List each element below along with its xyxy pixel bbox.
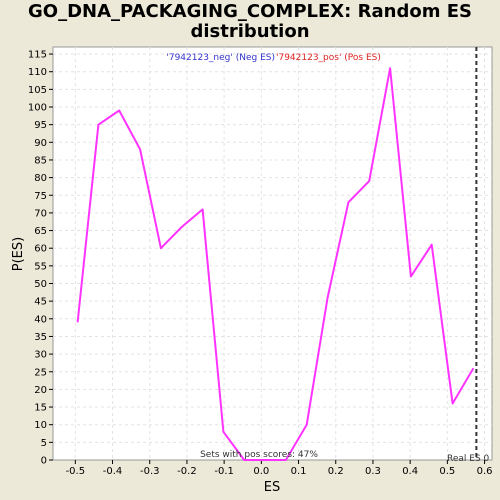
x-axis: -0.5 -0.4 -0.3 -0.2 -0.1 0.0 0.1 0.2 0.3 0.4 0.5 0.… [66, 460, 493, 477]
real-es-annotation: Real ES 0 [447, 454, 490, 464]
x-tick-label: -0.5 [66, 466, 86, 477]
y-axis-title: P(ES) [11, 237, 26, 271]
x-tick-label: 0.3 [365, 466, 381, 477]
chart-title: GO_DNA_PACKAGING_COMPLEX: Random ES dist… [0, 2, 500, 42]
y-tick-label: 25 [34, 367, 47, 378]
x-tick-label: -0.1 [214, 466, 234, 477]
series-layer [76, 67, 475, 461]
y-tick-label: 30 [34, 350, 47, 361]
x-tick-label: -0.4 [103, 466, 123, 477]
y-tick-label: 65 [34, 226, 47, 237]
x-tick-label: 0.1 [291, 466, 307, 477]
y-tick-label: 95 [34, 120, 47, 131]
plot-area [52, 46, 493, 461]
y-tick-label: 100 [28, 103, 47, 114]
legend-neg-label: '7942123_neg' (Neg ES) [166, 53, 275, 63]
y-axis: 0 5 10 15 20 25 30 35 40 45 50 55 60 65 70 75 80 85 90 95 10… [28, 50, 53, 467]
x-tick-label: -0.2 [177, 466, 197, 477]
y-tick-label: 110 [28, 67, 47, 78]
x-tick-label: 0.5 [439, 466, 455, 477]
x-tick-label: 0.0 [253, 466, 269, 477]
y-tick-label: 35 [34, 332, 47, 343]
y-tick-label: 0 [41, 456, 47, 467]
y-tick-label: 5 [41, 438, 47, 449]
y-tick-label: 80 [34, 173, 47, 184]
y-tick-label: 70 [34, 208, 47, 219]
y-tick-label: 50 [34, 279, 47, 290]
x-tick-label: 0.2 [328, 466, 344, 477]
y-tick-label: 60 [34, 244, 47, 255]
sets-annotation: Sets with pos scores: 47% [200, 450, 318, 460]
y-tick-label: 115 [28, 50, 47, 61]
x-tick-label: -0.3 [140, 466, 160, 477]
series-line [76, 67, 475, 461]
y-tick-label: 45 [34, 297, 47, 308]
y-tick-label: 20 [34, 385, 47, 396]
chart-title-line2: distribution [190, 21, 310, 42]
legend-pos-label: '7942123_pos' (Pos ES) [276, 53, 381, 63]
x-axis-title: ES [264, 480, 280, 495]
x-tick-label: 0.6 [477, 466, 493, 477]
y-tick-label: 40 [34, 314, 47, 325]
y-tick-label: 10 [34, 420, 47, 431]
y-tick-label: 85 [34, 155, 47, 166]
y-tick-label: 105 [28, 85, 47, 96]
y-tick-label: 90 [34, 138, 47, 149]
y-tick-label: 75 [34, 191, 47, 202]
x-tick-label: 0.4 [402, 466, 418, 477]
chart-title-line1: GO_DNA_PACKAGING_COMPLEX: Random ES [28, 1, 472, 22]
y-tick-label: 15 [34, 403, 47, 414]
y-tick-label: 55 [34, 261, 47, 272]
